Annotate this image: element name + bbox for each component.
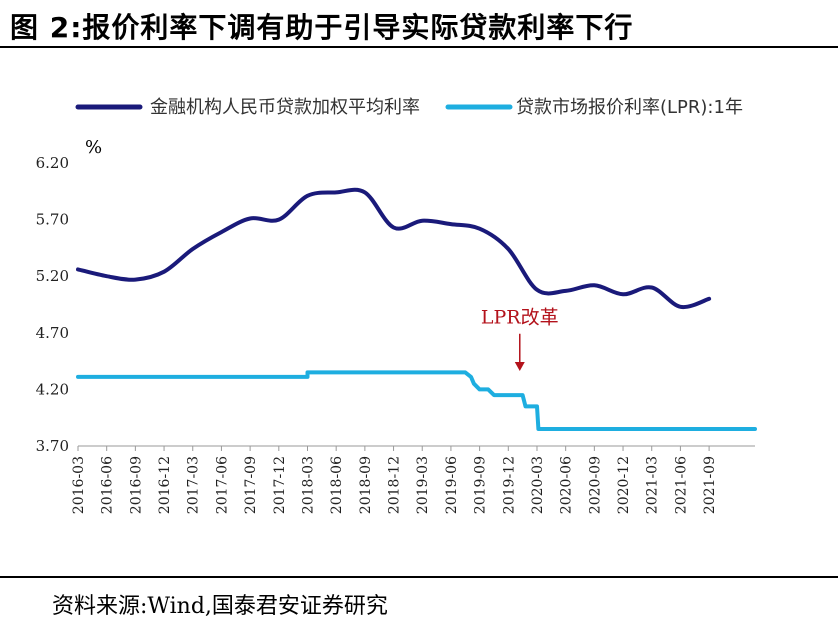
series-line-2 [76,370,757,431]
y-tick-label: 4.20 [36,380,69,398]
series-line-1 [76,187,712,310]
x-tick-labels: 2016-03 2016-06 2016-09 2016-12 2017-03 2017-… [71,456,718,514]
y-tick-label: 5.70 [36,211,69,229]
x-tick-label: 2020-09 [587,456,603,514]
x-tick-label: 2019-03 [415,456,431,514]
x-tick-label: 2020-12 [616,456,632,514]
x-tick-label: 2020-06 [559,456,575,514]
source-note: 资料来源:Wind,国泰君安证券研究 [52,594,388,619]
axes [77,445,755,451]
annotation-arrowhead [514,361,525,371]
x-tick-label: 2019-12 [501,456,517,514]
series-lines [76,187,757,431]
y-tick-labels: 6.20 5.70 5.20 4.70 4.20 3.70 [36,154,69,455]
y-tick-label: 4.70 [36,324,69,342]
x-tick-label: 2016-03 [71,456,87,514]
chart-legend: 金融机构人民币贷款加权平均利率 贷款市场报价利率(LPR):1年 [75,97,743,118]
line-chart: 金融机构人民币贷款加权平均利率 贷款市场报价利率(LPR):1年 % 6.20 5… [36,97,757,514]
x-tick-label: 2019-09 [473,456,489,514]
legend-label-series-1: 金融机构人民币贷款加权平均利率 [150,97,420,118]
figure-title: 图 2:报价利率下调有助于引导实际贷款利率下行 [10,11,634,44]
legend-label-series-2: 贷款市场报价利率(LPR):1年 [516,97,743,118]
title-rule [0,46,838,48]
x-tick-label: 2017-12 [272,456,288,514]
x-tick-label: 2016-06 [100,456,116,514]
x-tick-label: 2017-09 [243,456,259,514]
lpr-reform-annotation: LPR改革 [481,307,559,371]
x-tick-label: 2018-03 [300,456,316,514]
x-tick-label: 2020-03 [530,456,546,514]
x-tick-label: 2021-03 [645,456,661,514]
x-tick-label: 2019-06 [444,456,460,514]
y-unit-label: % [85,137,102,158]
y-tick-label: 5.20 [36,267,69,285]
y-tick-label: 6.20 [36,154,69,172]
x-tick-label: 2021-06 [673,456,689,514]
x-tick-label: 2021-09 [702,456,718,514]
x-tick-label: 2018-09 [358,456,374,514]
source-rule [0,576,838,578]
x-tick-label: 2018-06 [329,456,345,514]
x-tick-label: 2017-06 [214,456,230,514]
x-tick-label: 2016-09 [128,456,144,514]
x-tick-label: 2017-03 [186,456,202,514]
x-tick-label: 2018-12 [387,456,403,514]
annotation-text: LPR改革 [481,307,559,329]
x-tick-label: 2016-12 [157,456,173,514]
y-tick-label: 3.70 [36,437,69,455]
